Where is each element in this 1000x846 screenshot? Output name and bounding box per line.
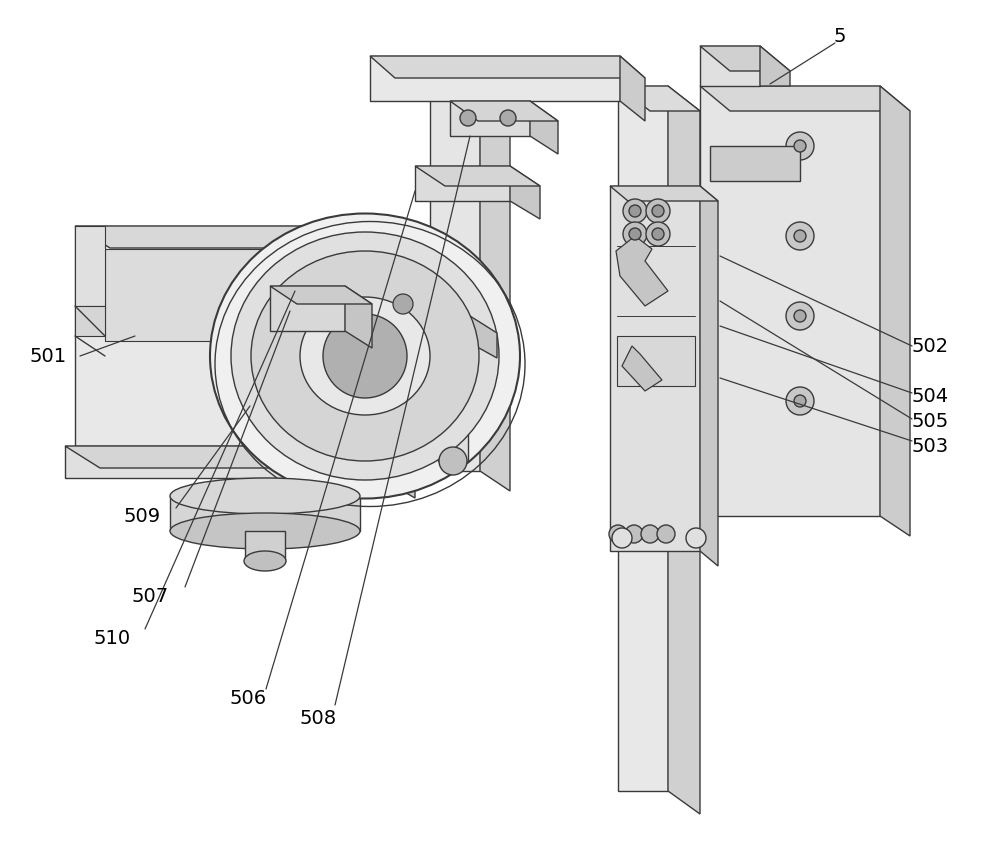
Polygon shape bbox=[530, 101, 558, 154]
Polygon shape bbox=[105, 249, 365, 341]
Polygon shape bbox=[365, 226, 400, 468]
Polygon shape bbox=[610, 186, 718, 201]
Circle shape bbox=[646, 222, 670, 246]
Polygon shape bbox=[700, 86, 910, 111]
Circle shape bbox=[393, 294, 413, 314]
Polygon shape bbox=[270, 286, 345, 331]
Ellipse shape bbox=[244, 551, 286, 571]
Circle shape bbox=[686, 528, 706, 548]
Circle shape bbox=[641, 525, 659, 543]
Polygon shape bbox=[700, 186, 718, 566]
Circle shape bbox=[623, 199, 647, 223]
Polygon shape bbox=[710, 146, 800, 181]
Polygon shape bbox=[618, 86, 668, 791]
Circle shape bbox=[323, 314, 407, 398]
Circle shape bbox=[794, 140, 806, 152]
Ellipse shape bbox=[170, 513, 360, 549]
Polygon shape bbox=[430, 66, 480, 471]
Polygon shape bbox=[617, 336, 695, 386]
Circle shape bbox=[500, 110, 516, 126]
Polygon shape bbox=[75, 306, 105, 336]
Polygon shape bbox=[370, 56, 645, 78]
Circle shape bbox=[786, 387, 814, 415]
Polygon shape bbox=[65, 446, 380, 478]
Circle shape bbox=[612, 528, 632, 548]
Text: 504: 504 bbox=[911, 387, 949, 405]
Circle shape bbox=[439, 447, 467, 475]
Circle shape bbox=[629, 228, 641, 240]
Polygon shape bbox=[245, 531, 285, 561]
Ellipse shape bbox=[170, 478, 360, 514]
Polygon shape bbox=[75, 226, 400, 248]
Polygon shape bbox=[75, 226, 365, 446]
Circle shape bbox=[652, 205, 664, 217]
Polygon shape bbox=[510, 166, 540, 219]
Circle shape bbox=[786, 302, 814, 330]
Polygon shape bbox=[450, 101, 558, 121]
Circle shape bbox=[652, 228, 664, 240]
Circle shape bbox=[794, 395, 806, 407]
Polygon shape bbox=[415, 166, 510, 201]
Circle shape bbox=[794, 230, 806, 242]
Polygon shape bbox=[380, 446, 415, 498]
Circle shape bbox=[369, 332, 391, 354]
Polygon shape bbox=[430, 66, 510, 88]
Polygon shape bbox=[700, 86, 880, 516]
Polygon shape bbox=[668, 86, 700, 814]
Polygon shape bbox=[700, 46, 790, 71]
Polygon shape bbox=[470, 316, 497, 358]
Text: 502: 502 bbox=[911, 337, 949, 355]
Ellipse shape bbox=[231, 232, 499, 480]
Polygon shape bbox=[370, 56, 620, 101]
Circle shape bbox=[646, 199, 670, 223]
Polygon shape bbox=[700, 46, 760, 86]
Polygon shape bbox=[350, 316, 470, 343]
Text: 509: 509 bbox=[123, 507, 161, 525]
Text: 506: 506 bbox=[229, 689, 267, 707]
Circle shape bbox=[609, 525, 627, 543]
Polygon shape bbox=[270, 286, 372, 304]
Polygon shape bbox=[610, 186, 700, 551]
Polygon shape bbox=[170, 496, 360, 531]
Circle shape bbox=[794, 310, 806, 322]
Circle shape bbox=[625, 525, 643, 543]
Text: 503: 503 bbox=[911, 437, 949, 455]
Circle shape bbox=[786, 222, 814, 250]
Polygon shape bbox=[438, 343, 468, 461]
Text: 510: 510 bbox=[93, 629, 131, 647]
Text: 5: 5 bbox=[834, 26, 846, 46]
Polygon shape bbox=[480, 66, 510, 491]
Polygon shape bbox=[450, 101, 530, 136]
Polygon shape bbox=[622, 346, 662, 391]
Polygon shape bbox=[345, 286, 372, 348]
Circle shape bbox=[657, 525, 675, 543]
Circle shape bbox=[629, 205, 641, 217]
Polygon shape bbox=[616, 236, 668, 306]
Ellipse shape bbox=[251, 251, 479, 461]
Text: 505: 505 bbox=[911, 411, 949, 431]
Ellipse shape bbox=[210, 213, 520, 498]
Polygon shape bbox=[415, 166, 540, 186]
Polygon shape bbox=[65, 446, 415, 468]
Circle shape bbox=[786, 132, 814, 160]
Polygon shape bbox=[618, 86, 700, 111]
Text: 507: 507 bbox=[131, 586, 169, 606]
Polygon shape bbox=[75, 226, 105, 306]
Polygon shape bbox=[620, 56, 645, 121]
Circle shape bbox=[623, 222, 647, 246]
Ellipse shape bbox=[300, 297, 430, 415]
Polygon shape bbox=[880, 86, 910, 536]
Text: 501: 501 bbox=[29, 347, 67, 365]
Text: 508: 508 bbox=[299, 708, 337, 728]
Polygon shape bbox=[760, 46, 790, 86]
Circle shape bbox=[460, 110, 476, 126]
